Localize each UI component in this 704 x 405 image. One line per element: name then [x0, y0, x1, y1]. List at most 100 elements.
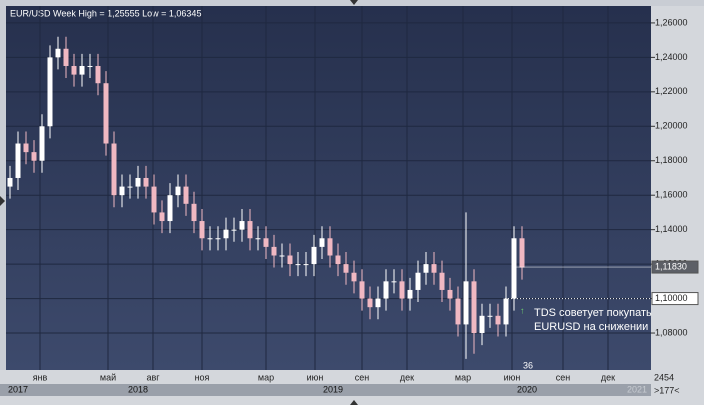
- y-tick-label: 1,26000: [655, 17, 688, 27]
- candle-body: [247, 221, 253, 239]
- candle-body: [495, 315, 501, 325]
- candle-body: [39, 126, 45, 161]
- candle-body: [375, 298, 381, 308]
- annotation-arrow: ↑: [520, 305, 525, 315]
- candle-body: [167, 195, 173, 222]
- candle-body: [463, 281, 469, 325]
- candle-body: [111, 143, 117, 196]
- y-tick-label: 1,18000: [655, 155, 688, 165]
- candle-body: [319, 238, 325, 247]
- year-band: [0, 384, 651, 396]
- candle-body: [223, 229, 229, 239]
- price-marker-box: [651, 260, 699, 274]
- candle-body: [151, 186, 157, 213]
- x-tick-label: мар: [455, 372, 471, 382]
- candle-body: [271, 246, 277, 256]
- candle-body: [103, 83, 109, 144]
- candle-body: [159, 212, 165, 222]
- annotation: ↑ TDS советует покупать EURUSD на снижен…: [520, 305, 652, 333]
- year-label: 2017: [8, 384, 28, 394]
- candle-body: [207, 238, 213, 240]
- bar-count: 36: [523, 360, 533, 370]
- annotation-text: TDS советует покупать: [534, 307, 652, 319]
- candle-body: [215, 238, 221, 240]
- scroll-marker: [350, 400, 358, 405]
- candle-body: [47, 57, 53, 127]
- x-tick-label: сен: [556, 372, 571, 382]
- annotation-text: EURUSD на снижении: [534, 321, 648, 333]
- candle-body: [87, 65, 93, 67]
- candle-body: [415, 272, 421, 290]
- candle-body: [383, 281, 389, 299]
- candle-body: [407, 289, 413, 299]
- candle-body: [135, 177, 141, 187]
- candle-body: [367, 298, 373, 308]
- price-marker-label: 1,10000: [655, 293, 688, 303]
- candle-body: [255, 238, 261, 240]
- chart-title: EUR/USD Week High = 1,25555 Low = 1,0634…: [10, 8, 201, 18]
- x-tick-label: сен: [355, 372, 370, 382]
- candle-body: [231, 229, 237, 231]
- x-tick-label: май: [100, 372, 116, 382]
- candle-body: [143, 177, 149, 187]
- price-marker-label: 1,11830: [655, 261, 687, 271]
- candle-body: [311, 246, 317, 265]
- candle-body: [23, 143, 29, 153]
- candle-body: [447, 289, 453, 299]
- candle-body: [399, 281, 405, 299]
- candle-body: [191, 203, 197, 222]
- x-tick-label: ноя: [195, 372, 210, 382]
- y-tick-label: 1,20000: [655, 121, 688, 131]
- candle-body: [95, 65, 101, 84]
- candle-body: [287, 255, 293, 265]
- scroll-marker: [0, 196, 5, 206]
- corner-label: 2454: [654, 372, 674, 382]
- candle-body: [431, 264, 437, 273]
- candle-body: [279, 255, 285, 257]
- candle-body: [55, 48, 61, 58]
- candle-body: [335, 255, 341, 265]
- y-tick-label: 1,16000: [655, 190, 688, 200]
- candle-body: [455, 298, 461, 325]
- candle-body: [239, 221, 245, 230]
- year-label: 2020: [517, 384, 537, 394]
- corner-label: >177<: [654, 385, 680, 395]
- x-tick-label: дек: [400, 372, 414, 382]
- candle-body: [79, 65, 85, 75]
- candle-body: [63, 48, 69, 66]
- candle-body: [71, 65, 77, 75]
- candle-body: [487, 315, 493, 317]
- candle-body: [31, 152, 37, 161]
- candle-body: [471, 281, 477, 334]
- year-label: 2021: [627, 384, 647, 394]
- candle-body: [391, 281, 397, 283]
- candle-body: [423, 264, 429, 273]
- candle-body: [359, 281, 365, 299]
- candle-body: [519, 238, 525, 268]
- candle-body: [127, 186, 133, 188]
- candle-body: [439, 272, 445, 290]
- x-tick-label: июн: [307, 372, 324, 382]
- candle-body: [303, 264, 309, 266]
- candle-body: [511, 238, 517, 299]
- y-tick-label: 1,24000: [655, 52, 688, 62]
- candle-body: [7, 177, 13, 187]
- candle-body: [119, 186, 125, 196]
- year-label: 2018: [128, 384, 148, 394]
- candle-body: [343, 264, 349, 273]
- candle-body: [479, 315, 485, 334]
- candle-body: [295, 264, 301, 266]
- y-axis-panel: [651, 6, 704, 370]
- x-tick-label: янв: [33, 372, 48, 382]
- candle-body: [199, 221, 205, 239]
- y-tick-label: 1,14000: [655, 224, 688, 234]
- x-tick-label: авг: [146, 372, 160, 382]
- candle-body: [15, 143, 21, 178]
- x-tick-label: дек: [601, 372, 615, 382]
- x-tick-label: июн: [504, 372, 521, 382]
- candle-body: [175, 186, 181, 196]
- candle-body: [327, 238, 333, 256]
- candle-body: [263, 238, 269, 247]
- y-tick-label: 1,08000: [655, 327, 688, 337]
